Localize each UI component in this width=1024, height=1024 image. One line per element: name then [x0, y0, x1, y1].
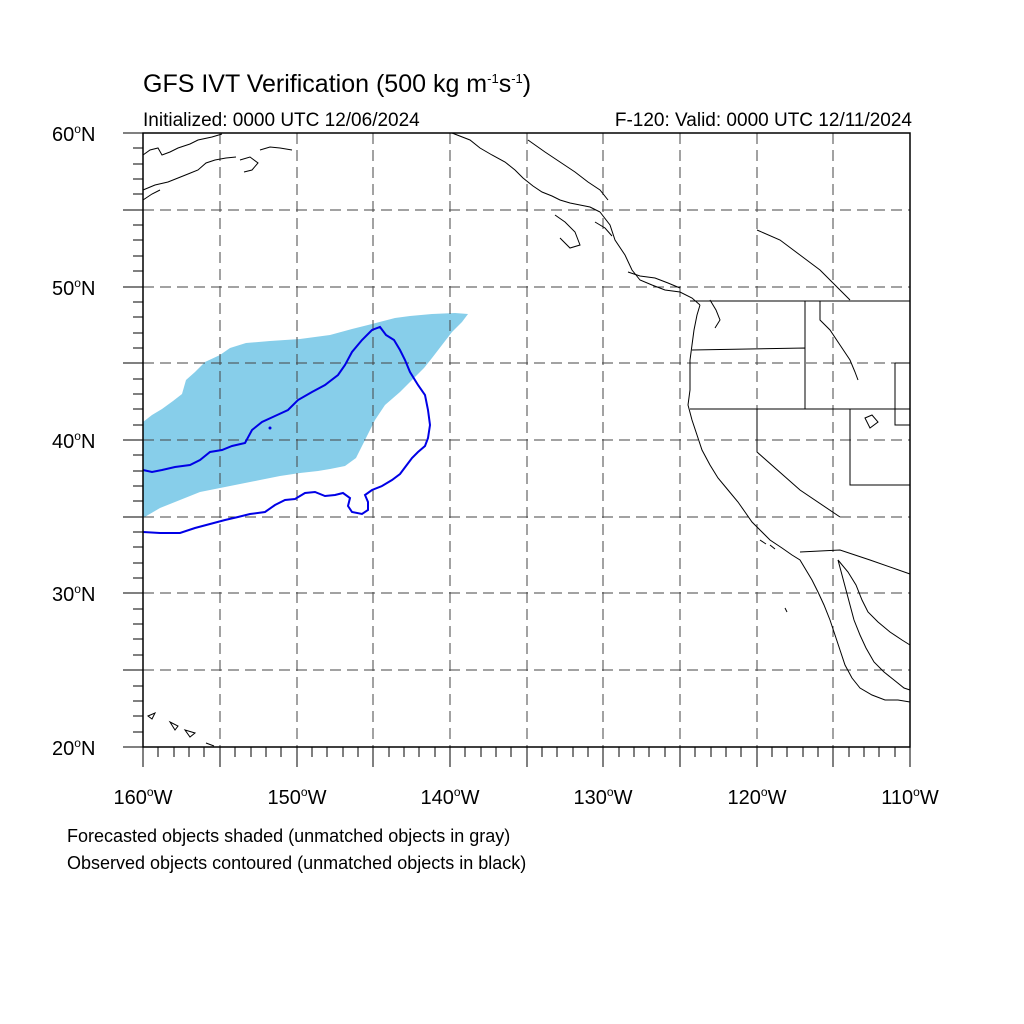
lat-label-30: 30oN [52, 582, 96, 606]
legend-note-observed: Observed objects contoured (unmatched ob… [67, 853, 527, 873]
lon-label-150w: 150oW [267, 785, 327, 809]
lon-label-130w: 130oW [573, 785, 633, 809]
forecast-object [143, 313, 468, 518]
lon-label-140w: 140oW [420, 785, 480, 809]
lat-label-60: 60oN [52, 122, 96, 146]
lon-label-160w: 160oW [113, 785, 173, 809]
lon-label-110w: 110oW [881, 785, 939, 809]
valid-time: F-120: Valid: 0000 UTC 12/11/2024 [614, 110, 912, 131]
graticule [143, 133, 910, 747]
lat-label-40: 40oN [52, 429, 96, 453]
observed-dot [268, 426, 272, 430]
legend-note-forecast: Forecasted objects shaded (unmatched obj… [67, 826, 511, 846]
lat-label-20: 20oN [52, 736, 96, 760]
chart-title: GFS IVT Verification (500 kg m-1s-1) [143, 70, 532, 98]
tick-marks [123, 132, 911, 767]
lon-label-120w: 120oW [727, 785, 787, 809]
lat-label-50: 50oN [52, 276, 96, 300]
initialized-time: Initialized: 0000 UTC 12/06/2024 [143, 110, 420, 131]
coastlines [142, 132, 911, 747]
observed-object-contour [142, 325, 432, 534]
